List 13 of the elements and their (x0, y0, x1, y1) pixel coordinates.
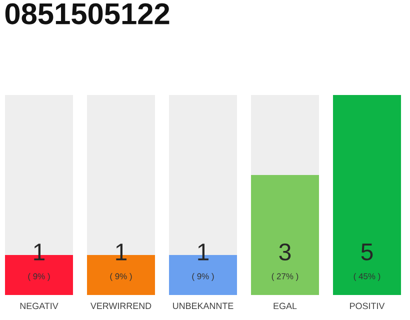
x-tick-label: POSITIV (350, 302, 385, 310)
data-label: ( 9% ) (192, 273, 214, 281)
chart-title: 0851505122 (5, 3, 170, 24)
data-label: ( 9% ) (110, 273, 132, 281)
x-tick-label: NEGATIV (20, 302, 58, 310)
data-label: ( 45% ) (354, 273, 380, 281)
annotation: 3 (279, 244, 291, 260)
data-label: ( 27% ) (272, 273, 298, 281)
x-tick-label: EGAL (274, 302, 297, 310)
x-tick-label: VERWIRREND (90, 302, 152, 309)
x-tick-label: UNBEKANNTE (173, 302, 234, 310)
data-label: ( 9% ) (28, 273, 50, 281)
annotation: 5 (361, 244, 373, 260)
